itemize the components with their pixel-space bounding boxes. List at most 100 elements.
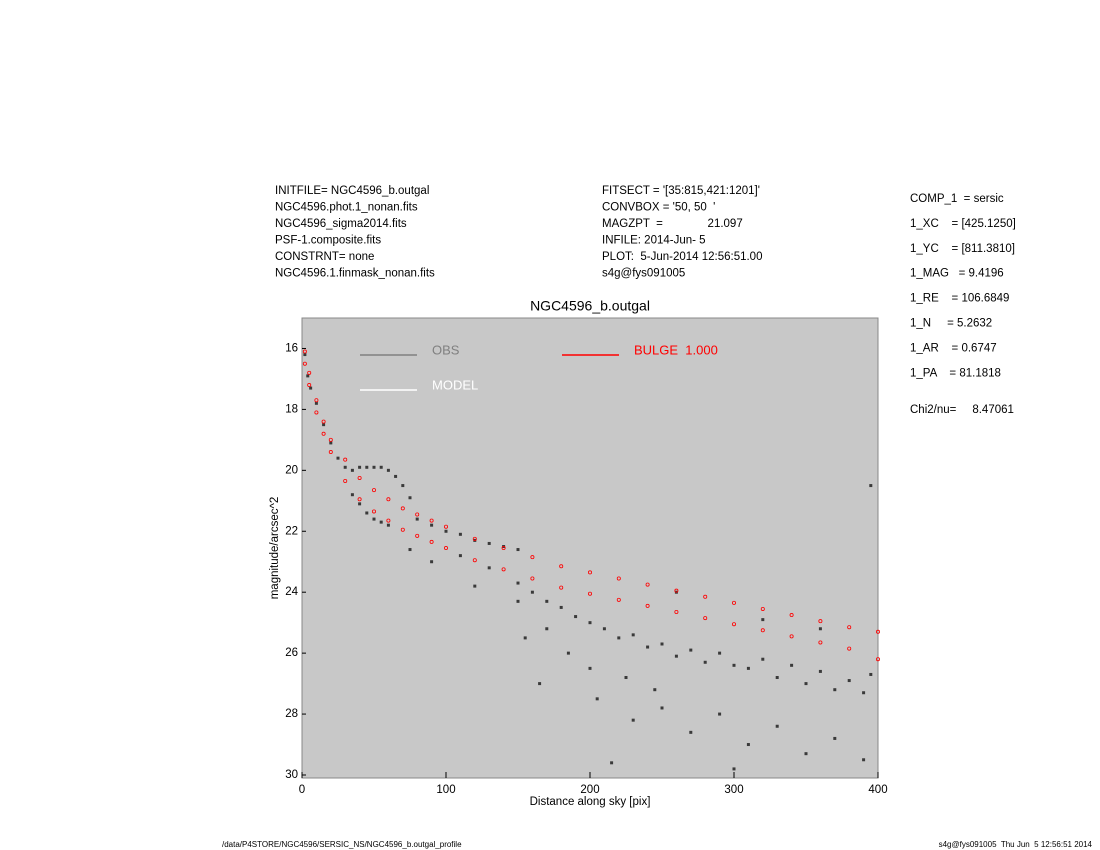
header-middle-line: PLOT: 5-Jun-2014 12:56:51.00 [602,251,762,263]
obs-point [358,465,362,469]
header-middle-line: MAGZPT = 21.097 [602,218,743,230]
obs-point [775,724,779,728]
obs-point [545,599,549,603]
header-middle-line: FITSECT = '[35:815,421:1201]' [602,185,760,197]
model-point [501,546,506,551]
y-tick-label: 18 [285,403,298,415]
obs-point [761,657,765,661]
obs-point [631,718,635,722]
model-point [616,597,621,602]
header-right-line: 1_YC = [811.3810] [910,243,1015,255]
obs-point [646,645,650,649]
header-left-line: NGC4596_sigma2014.fits [275,218,407,230]
model-point [415,512,420,517]
model-point [328,450,333,455]
footer-left: /data/P4STORE/NGC4596/SERSIC_NS/NGC4596_… [222,840,462,849]
model-point [760,606,765,611]
model-point [588,570,593,575]
model-point [760,628,765,633]
obs-point [372,517,376,521]
model-point [302,349,307,354]
obs-point [804,752,808,756]
model-point [847,625,852,630]
obs-point [869,672,873,676]
model-point [321,419,326,424]
header-middle-line: CONVBOX = '50, 50 ' [602,202,715,214]
x-tick-label: 100 [436,784,455,796]
obs-point [303,353,307,357]
chart-title: NGC4596_b.outgal [530,298,650,314]
obs-point [732,663,736,667]
model-point [415,533,420,538]
obs-point [458,532,462,536]
header-left-line: PSF-1.composite.fits [275,235,381,247]
model-point [472,558,477,563]
obs-point [588,621,592,625]
obs-point [523,636,527,640]
model-point [400,527,405,532]
model-point [386,497,391,502]
obs-point [775,676,779,680]
model-point [847,646,852,651]
model-point [386,518,391,523]
obs-point [732,767,736,771]
header-middle-line: INFILE: 2014-Jun- 5 [602,235,706,247]
plot-area [301,317,879,779]
model-point [530,576,535,581]
obs-point [379,465,383,469]
obs-point [804,682,808,686]
model-point [343,478,348,483]
obs-point [574,615,578,619]
model-point [429,539,434,544]
y-tick-label: 30 [285,769,298,781]
obs-point [660,706,664,710]
model-point [818,640,823,645]
model-point [314,398,319,403]
model-point [307,383,312,388]
obs-point [372,465,376,469]
obs-point [322,423,326,427]
obs-point [444,529,448,533]
model-point [314,410,319,415]
model-point [732,600,737,605]
model-point [328,437,333,442]
obs-point [595,697,599,701]
model-point [357,497,362,502]
model-point [443,524,448,529]
header-right-line: COMP_1 = sersic [910,193,1004,205]
model-point [530,555,535,560]
obs-point [408,548,412,552]
obs-point [487,541,491,545]
header-right-line: 1_N = 5.2632 [910,318,992,330]
legend-label: MODEL [432,377,478,392]
model-point [645,603,650,608]
obs-point [401,484,405,488]
obs-point [624,676,628,680]
obs-point [350,493,354,497]
legend-label: BULGE 1.000 [634,342,718,357]
y-tick-label: 24 [285,586,298,598]
x-tick-label: 0 [299,784,305,796]
model-point [703,616,708,621]
header-left-line: INITFILE= NGC4596_b.outgal [275,185,429,197]
obs-point [746,743,750,747]
model-point [559,564,564,569]
obs-point [309,386,313,390]
obs-point [386,523,390,527]
obs-point [343,465,347,469]
model-point [559,585,564,590]
header-right-line: 1_XC = [425.1250] [910,218,1016,230]
obs-point [350,468,354,472]
x-tick-label: 200 [580,784,599,796]
legend-label: OBS [432,342,460,357]
y-tick-label: 16 [285,342,298,354]
x-axis-label: Distance along sky [pix] [530,796,651,808]
model-point [472,536,477,541]
header-right-line: 1_RE = 106.6849 [910,293,1009,305]
y-tick-label: 22 [285,525,298,537]
x-tick-label: 300 [724,784,743,796]
obs-point [430,560,434,564]
model-point [371,488,376,493]
header-left-line: NGC4596.phot.1_nonan.fits [275,202,418,214]
obs-point [516,599,520,603]
